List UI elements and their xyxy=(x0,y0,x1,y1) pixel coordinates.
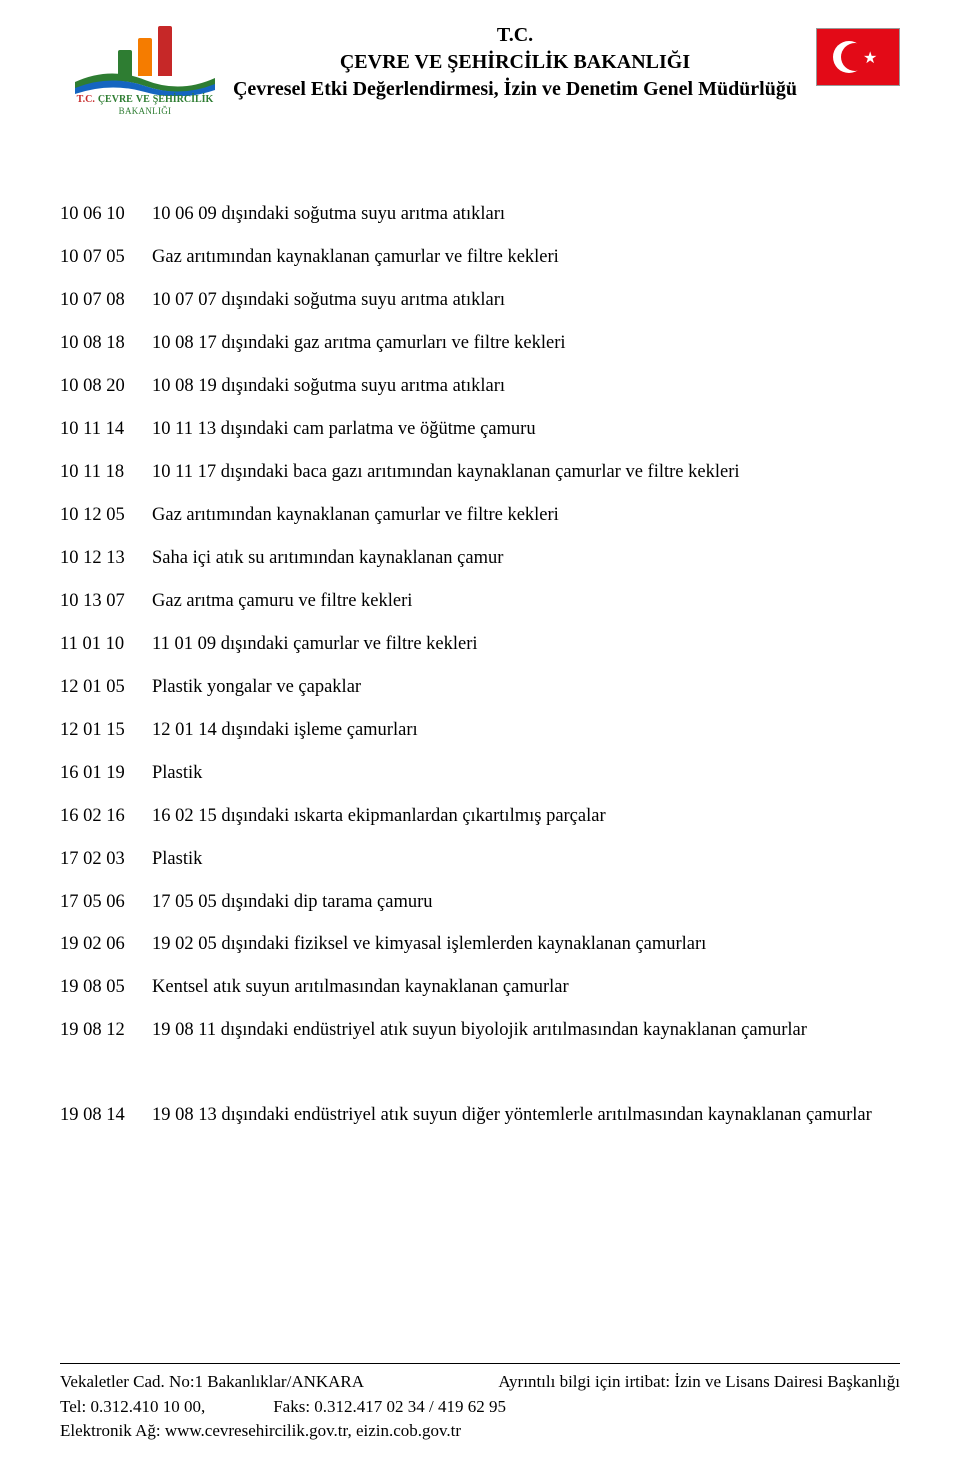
footer-tel: Tel: 0.312.410 10 00, xyxy=(60,1397,205,1416)
flag-star-icon: ★ xyxy=(863,51,877,67)
footer-line-2: Tel: 0.312.410 10 00, Faks: 0.312.417 02… xyxy=(60,1395,900,1420)
waste-code: 17 05 06 xyxy=(60,890,152,915)
header: T.C. ÇEVRE VE ŞEHİRCİLİK BAKANLIĞI T.C. … xyxy=(60,18,900,116)
waste-code: 11 01 10 xyxy=(60,632,152,657)
table-row: 10 07 0810 07 07 dışındaki soğutma suyu … xyxy=(60,288,900,313)
waste-code: 10 06 10 xyxy=(60,202,152,227)
ministry-logo: T.C. ÇEVRE VE ŞEHİRCİLİK BAKANLIĞI xyxy=(60,18,230,116)
waste-code: 10 12 05 xyxy=(60,503,152,528)
footer-web: Elektronik Ağ: www.cevresehircilik.gov.t… xyxy=(60,1419,900,1444)
table-row: 17 05 0617 05 05 dışındaki dip tarama ça… xyxy=(60,890,900,915)
table-row: 10 11 1810 11 17 dışındaki baca gazı arı… xyxy=(60,460,900,485)
waste-description: Kentsel atık suyun arıtılmasından kaynak… xyxy=(152,975,900,1000)
table-row: 16 01 19Plastik xyxy=(60,761,900,786)
waste-code: 19 08 14 xyxy=(60,1103,152,1128)
waste-code: 12 01 05 xyxy=(60,675,152,700)
waste-description: Plastik xyxy=(152,847,900,872)
waste-code: 16 02 16 xyxy=(60,804,152,829)
logo-word: ŞEHİRCİLİK xyxy=(153,94,214,105)
logo-swoosh-icon xyxy=(75,68,215,96)
table-row: 19 08 1419 08 13 dışındaki endüstriyel a… xyxy=(60,1103,900,1128)
table-row: 10 06 1010 06 09 dışındaki soğutma suyu … xyxy=(60,202,900,227)
spacer xyxy=(60,1061,900,1103)
footer-line-1: Vekaletler Cad. No:1 Bakanlıklar/ANKARA … xyxy=(60,1370,900,1395)
table-row: 10 08 2010 08 19 dışındaki soğutma suyu … xyxy=(60,374,900,399)
waste-code: 10 12 13 xyxy=(60,546,152,571)
waste-description: 11 01 09 dışındaki çamurlar ve filtre ke… xyxy=(152,632,900,657)
waste-code: 10 13 07 xyxy=(60,589,152,614)
logo-text: T.C. ÇEVRE VE ŞEHİRCİLİK xyxy=(77,94,214,105)
waste-description: 12 01 14 dışındaki işleme çamurları xyxy=(152,718,900,743)
waste-description: 10 11 13 dışındaki cam parlatma ve öğütm… xyxy=(152,417,900,442)
footer: Vekaletler Cad. No:1 Bakanlıklar/ANKARA … xyxy=(60,1363,900,1444)
table-row: 10 11 1410 11 13 dışındaki cam parlatma … xyxy=(60,417,900,442)
table-row: 10 13 07Gaz arıtma çamuru ve filtre kekl… xyxy=(60,589,900,614)
waste-code: 10 08 20 xyxy=(60,374,152,399)
waste-code: 10 11 14 xyxy=(60,417,152,442)
table-row: 12 01 05Plastik yongalar ve çapaklar xyxy=(60,675,900,700)
waste-description: 10 07 07 dışındaki soğutma suyu arıtma a… xyxy=(152,288,900,313)
waste-code: 16 01 19 xyxy=(60,761,152,786)
waste-description: Gaz arıtımından kaynaklanan çamurlar ve … xyxy=(152,245,900,270)
waste-code: 10 11 18 xyxy=(60,460,152,485)
page: T.C. ÇEVRE VE ŞEHİRCİLİK BAKANLIĞI T.C. … xyxy=(0,0,960,1478)
logo-word: VE xyxy=(136,94,150,105)
waste-description: Gaz arıtımından kaynaklanan çamurlar ve … xyxy=(152,503,900,528)
title-line-1: ÇEVRE VE ŞEHİRCİLİK BAKANLIĞI xyxy=(230,49,800,76)
logo-tc: T.C. xyxy=(77,94,95,105)
footer-divider xyxy=(60,1363,900,1364)
waste-description: 19 08 11 dışındaki endüstriyel atık suyu… xyxy=(152,1018,900,1043)
waste-description: Saha içi atık su arıtımından kaynaklanan… xyxy=(152,546,900,571)
footer-fax: Faks: 0.312.417 02 34 / 419 62 95 xyxy=(273,1397,506,1416)
table-row: 19 08 1219 08 11 dışındaki endüstriyel a… xyxy=(60,1018,900,1043)
waste-description: 10 11 17 dışındaki baca gazı arıtımından… xyxy=(152,460,900,485)
logo-word: ÇEVRE xyxy=(98,94,133,105)
table-row: 10 12 13Saha içi atık su arıtımından kay… xyxy=(60,546,900,571)
waste-code: 19 02 06 xyxy=(60,932,152,957)
table-row: 10 12 05Gaz arıtımından kaynaklanan çamu… xyxy=(60,503,900,528)
waste-code: 17 02 03 xyxy=(60,847,152,872)
waste-code: 10 07 08 xyxy=(60,288,152,313)
waste-code: 10 07 05 xyxy=(60,245,152,270)
waste-description: Plastik yongalar ve çapaklar xyxy=(152,675,900,700)
title-tc: T.C. xyxy=(230,22,800,49)
title-block: T.C. ÇEVRE VE ŞEHİRCİLİK BAKANLIĞI Çevre… xyxy=(230,18,800,103)
table-row: 16 02 1616 02 15 dışındaki ıskarta ekipm… xyxy=(60,804,900,829)
footer-address: Vekaletler Cad. No:1 Bakanlıklar/ANKARA xyxy=(60,1370,364,1395)
waste-description: 10 06 09 dışındaki soğutma suyu arıtma a… xyxy=(152,202,900,227)
footer-info: Ayrıntılı bilgi için irtibat: İzin ve Li… xyxy=(498,1370,900,1395)
logo-subtitle: BAKANLIĞI xyxy=(119,106,172,116)
waste-description: Plastik xyxy=(152,761,900,786)
flag-block: ★ xyxy=(800,18,900,86)
waste-code: 10 08 18 xyxy=(60,331,152,356)
waste-description: 17 05 05 dışındaki dip tarama çamuru xyxy=(152,890,900,915)
title-line-2: Çevresel Etki Değerlendirmesi, İzin ve D… xyxy=(230,76,800,103)
waste-code: 19 08 12 xyxy=(60,1018,152,1043)
table-row: 19 08 05Kentsel atık suyun arıtılmasında… xyxy=(60,975,900,1000)
turkish-flag-icon: ★ xyxy=(816,28,900,86)
waste-description: 10 08 19 dışındaki soğutma suyu arıtma a… xyxy=(152,374,900,399)
waste-description: 19 08 13 dışındaki endüstriyel atık suyu… xyxy=(152,1103,900,1128)
waste-description: 10 08 17 dışındaki gaz arıtma çamurları … xyxy=(152,331,900,356)
waste-description: 19 02 05 dışındaki fiziksel ve kimyasal … xyxy=(152,932,900,957)
table-row: 10 07 05Gaz arıtımından kaynaklanan çamu… xyxy=(60,245,900,270)
table-row: 10 08 1810 08 17 dışındaki gaz arıtma ça… xyxy=(60,331,900,356)
waste-code: 19 08 05 xyxy=(60,975,152,1000)
table-row: 19 02 0619 02 05 dışındaki fiziksel ve k… xyxy=(60,932,900,957)
table-row: 12 01 1512 01 14 dışındaki işleme çamurl… xyxy=(60,718,900,743)
table-row: 11 01 1011 01 09 dışındaki çamurlar ve f… xyxy=(60,632,900,657)
waste-code: 12 01 15 xyxy=(60,718,152,743)
waste-description: Gaz arıtma çamuru ve filtre kekleri xyxy=(152,589,900,614)
waste-description: 16 02 15 dışındaki ıskarta ekipmanlardan… xyxy=(152,804,900,829)
table-row: 17 02 03Plastik xyxy=(60,847,900,872)
waste-code-list: 10 06 1010 06 09 dışındaki soğutma suyu … xyxy=(60,202,900,1128)
